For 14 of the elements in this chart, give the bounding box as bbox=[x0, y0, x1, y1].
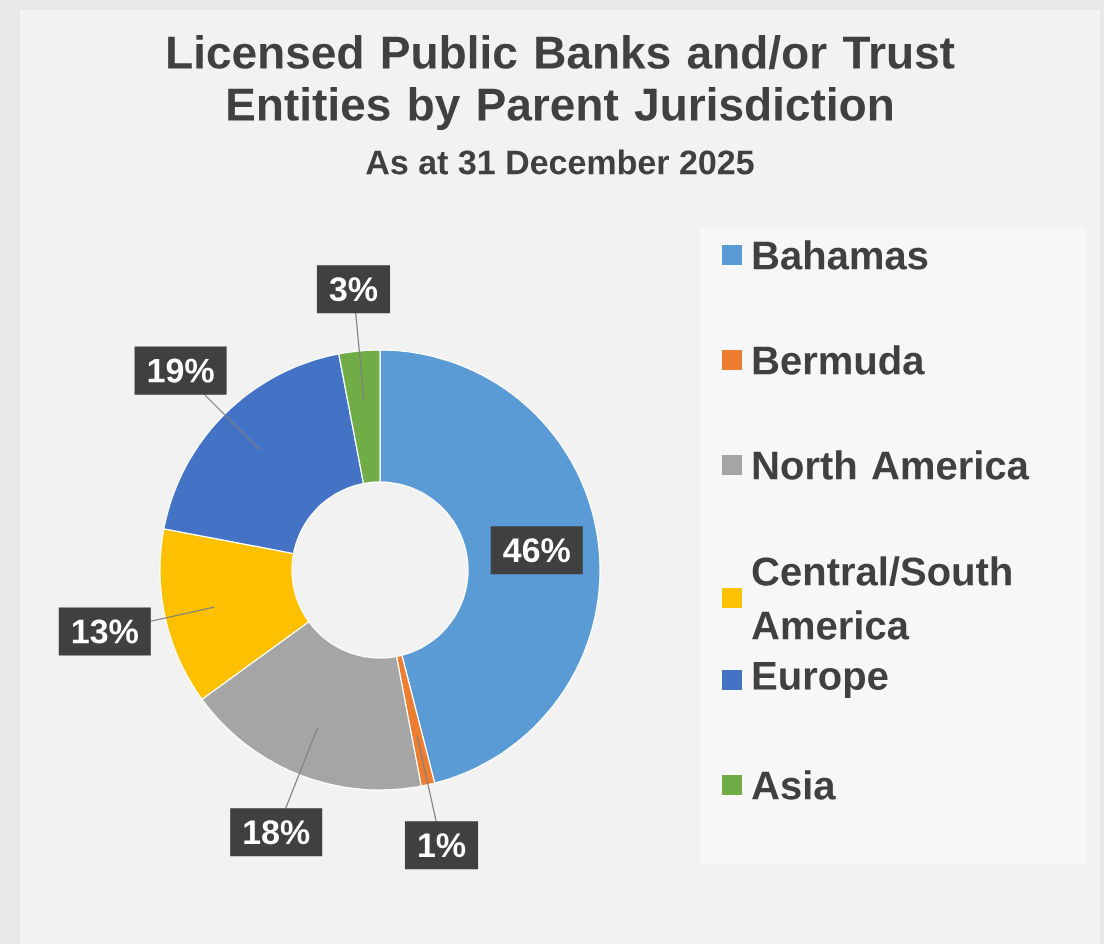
legend-label: Bermuda bbox=[753, 345, 925, 375]
data-label: 46% bbox=[503, 538, 570, 563]
data-label: 13% bbox=[72, 619, 138, 644]
legend-label: Europe bbox=[753, 662, 888, 698]
data-label: 1% bbox=[419, 833, 466, 858]
legend-label: Asia bbox=[752, 770, 836, 800]
data-label: 19% bbox=[148, 358, 214, 383]
legend-label: North America bbox=[753, 450, 1030, 480]
chart-subtitle: As at 31 December 2025 bbox=[366, 149, 754, 175]
data-label: 18% bbox=[244, 820, 310, 845]
data-label: 3% bbox=[329, 277, 378, 302]
legend-label: Central/South America bbox=[752, 556, 1011, 640]
chart-title: Licensed Public Banks and/or Trust Entities by Parent Jurisdiction bbox=[168, 35, 955, 130]
legend-label: Bahamas bbox=[753, 240, 928, 270]
